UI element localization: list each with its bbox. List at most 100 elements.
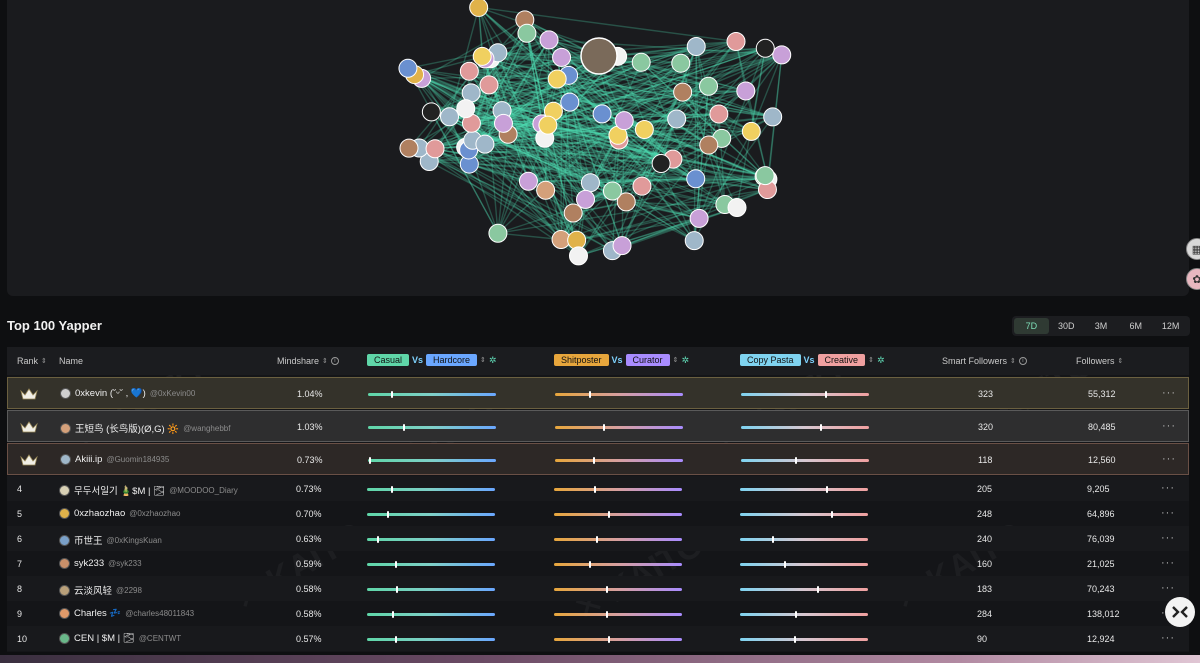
yapper-node[interactable] <box>563 203 583 223</box>
range-tab-12m[interactable]: 12M <box>1161 321 1180 331</box>
col-smart-followers[interactable]: Smart Followers ⇕ i <box>942 356 1027 366</box>
yapper-node[interactable] <box>634 120 654 140</box>
yapper-node[interactable] <box>763 107 783 127</box>
yapper-node[interactable] <box>602 181 622 201</box>
more-options-icon[interactable]: ··· <box>1162 453 1176 465</box>
info-icon[interactable]: i <box>1018 357 1027 365</box>
yapper-node[interactable] <box>439 107 459 127</box>
yapper-node[interactable] <box>560 92 580 112</box>
table-row[interactable]: 10 CEN | $M | 🌫 @CENTWT 0.57% 90 12,924 … <box>7 626 1189 651</box>
yapper-node[interactable] <box>651 154 671 174</box>
more-options-icon[interactable]: ··· <box>1161 582 1175 594</box>
col-mindshare[interactable]: Mindshare ⇕ i <box>277 356 339 366</box>
yapper-node[interactable] <box>538 115 558 135</box>
col-shitposter-curator[interactable]: Shitposter Vs Curator ⇕ ✲ <box>554 354 689 366</box>
yapper-node[interactable] <box>686 36 706 56</box>
table-row[interactable]: Akiii.ip @Guomin184935 0.73% 118 12,560 … <box>7 443 1189 475</box>
gear-icon[interactable]: ✲ <box>488 354 497 365</box>
table-row[interactable]: 5 0xzhaozhao @0xzhaozhao 0.70% 248 64,89… <box>7 501 1189 526</box>
yapper-node[interactable] <box>398 58 418 78</box>
yapper-node[interactable] <box>772 45 792 65</box>
yapper-node[interactable] <box>592 104 612 124</box>
yapper-name[interactable]: syk233 @syk233 <box>59 558 142 569</box>
yapper-node[interactable] <box>580 173 600 193</box>
yapper-name[interactable]: Akiii.ip @Guomin184935 <box>60 454 169 465</box>
yapper-node[interactable] <box>475 134 495 154</box>
yapper-node[interactable] <box>576 189 596 209</box>
network-graph-canvas[interactable] <box>7 0 1189 296</box>
more-options-icon[interactable]: ··· <box>1161 482 1175 494</box>
table-row[interactable]: 6 币世王 @0xKingsKuan 0.63% 240 76,039 ··· <box>7 526 1189 551</box>
more-options-icon[interactable]: ··· <box>1161 532 1175 544</box>
gear-icon[interactable]: ✲ <box>876 354 885 365</box>
yapper-node[interactable] <box>631 52 651 72</box>
grid-view-icon[interactable]: ▦ <box>1186 238 1200 260</box>
yapper-node[interactable] <box>421 102 441 122</box>
yapper-name[interactable]: 王短鸟 (长鸟版)(Ø,G) 🔆 @wanghebbf <box>60 421 230 435</box>
featured-yapper-node[interactable] <box>580 37 618 75</box>
kaito-logo-button[interactable] <box>1165 597 1195 627</box>
table-row[interactable]: 7 syk233 @syk233 0.59% 160 21,025 ··· <box>7 551 1189 576</box>
avatar-shortcut-icon[interactable]: ✿ <box>1186 268 1200 290</box>
table-row[interactable]: 9 Charles 💤 @charles48011843 0.58% 284 1… <box>7 601 1189 626</box>
yapper-name[interactable]: 0xzhaozhao @0xzhaozhao <box>59 508 181 519</box>
yapper-node[interactable] <box>493 113 513 133</box>
yapper-node[interactable] <box>539 30 559 50</box>
yapper-node[interactable] <box>755 166 775 186</box>
yapper-name[interactable]: 0xkevin (˘ᵕ˘ , 💙) @0xKevin00 <box>60 388 195 399</box>
yapper-node[interactable] <box>479 75 499 95</box>
info-icon[interactable]: i <box>330 357 339 365</box>
yapper-node[interactable] <box>547 69 567 89</box>
yapper-node[interactable] <box>686 169 706 189</box>
range-tab-30d[interactable]: 30D <box>1057 321 1075 331</box>
yapper-node[interactable] <box>399 138 419 158</box>
yapper-name[interactable]: Charles 💤 @charles48011843 <box>59 608 194 619</box>
yapper-node[interactable] <box>568 246 588 266</box>
yapper-name[interactable]: 무두서일기 🎍$M | 🌫 @MOODOO_Diary <box>59 483 238 497</box>
yapper-node[interactable] <box>689 208 709 228</box>
table-row[interactable]: 王短鸟 (长鸟版)(Ø,G) 🔆 @wanghebbf 1.03% 320 80… <box>7 410 1189 442</box>
yapper-node[interactable] <box>727 198 747 218</box>
table-row[interactable]: 0xkevin (˘ᵕ˘ , 💙) @0xKevin00 1.04% 323 5… <box>7 377 1189 409</box>
yapper-node[interactable] <box>459 61 479 81</box>
yapper-node[interactable] <box>518 171 538 191</box>
col-followers[interactable]: Followers ⇕ <box>1076 356 1123 366</box>
yapper-name[interactable]: CEN | $M | 🌫 @CENTWT <box>59 633 181 644</box>
yapper-node[interactable] <box>755 38 775 58</box>
yapper-node[interactable] <box>469 0 489 17</box>
more-options-icon[interactable]: ··· <box>1161 632 1175 644</box>
yapper-name[interactable]: 云淡风轻 @2298 <box>59 583 142 597</box>
gear-icon[interactable]: ✲ <box>681 354 689 365</box>
col-copypasta-creative[interactable]: Copy Pasta Vs Creative ⇕ ✲ <box>740 354 884 366</box>
yapper-node[interactable] <box>517 23 537 43</box>
yapper-node[interactable] <box>667 109 687 129</box>
range-tab-7d[interactable]: 7D <box>1014 318 1049 334</box>
col-rank[interactable]: Rank ⇕ <box>17 356 47 366</box>
yapper-node[interactable] <box>456 99 476 119</box>
yapper-node[interactable] <box>632 176 652 196</box>
yapper-node[interactable] <box>741 121 761 141</box>
yapper-node[interactable] <box>614 111 634 131</box>
yapper-node[interactable] <box>425 139 445 159</box>
yapper-node[interactable] <box>736 81 756 101</box>
yapper-node[interactable] <box>552 47 572 67</box>
col-casual-hardcore[interactable]: Casual Vs Hardcore ⇕ ✲ <box>367 354 496 366</box>
yapper-node[interactable] <box>472 46 492 66</box>
yapper-node[interactable] <box>709 104 729 124</box>
more-options-icon[interactable]: ··· <box>1161 557 1175 569</box>
yapper-name[interactable]: 币世王 @0xKingsKuan <box>59 533 162 547</box>
yapper-node[interactable] <box>699 135 719 155</box>
table-row[interactable]: 4 무두서일기 🎍$M | 🌫 @MOODOO_Diary 0.73% 205 … <box>7 476 1189 501</box>
mindshare-network-graph[interactable] <box>7 0 1189 296</box>
yapper-node[interactable] <box>488 223 508 243</box>
range-tab-6m[interactable]: 6M <box>1129 321 1143 331</box>
yapper-node[interactable] <box>699 76 719 96</box>
yapper-node[interactable] <box>616 192 636 212</box>
yapper-node[interactable] <box>673 82 693 102</box>
table-row[interactable]: 8 云淡风轻 @2298 0.58% 183 70,243 ··· <box>7 576 1189 601</box>
more-options-icon[interactable]: ··· <box>1161 507 1175 519</box>
yapper-node[interactable] <box>684 231 704 251</box>
yapper-node[interactable] <box>612 236 632 256</box>
yapper-node[interactable] <box>726 31 746 51</box>
yapper-node[interactable] <box>536 180 556 200</box>
